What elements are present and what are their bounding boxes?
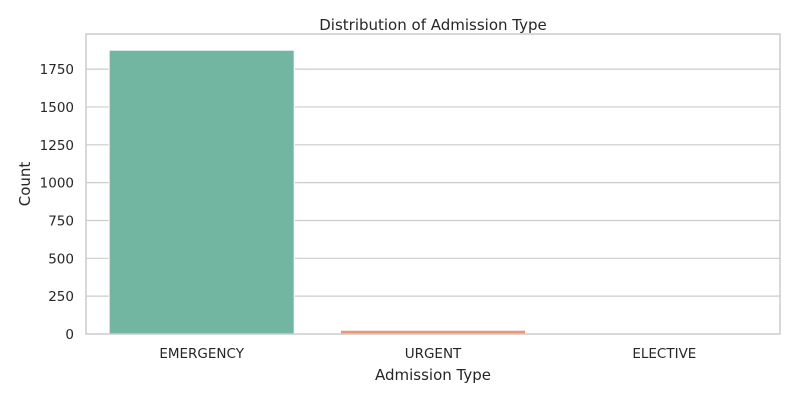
y-tick-label-1000: 1000 [40, 176, 74, 192]
y-tick-label-1500: 1500 [40, 100, 74, 116]
y-tick-label-1250: 1250 [40, 138, 74, 154]
bars [108, 49, 758, 335]
x-tick-label-elective: ELECTIVE [632, 346, 696, 362]
x-axis-label: Admission Type [375, 366, 491, 384]
plot-frame [85, 33, 781, 335]
x-tick-label-emergency: EMERGENCY [159, 346, 244, 362]
y-tick-label-0: 0 [65, 327, 74, 343]
y-tick-label-500: 500 [48, 251, 74, 267]
y-tick-label-1750: 1750 [40, 62, 74, 78]
bar-emergency [108, 49, 295, 335]
y-axis-label: Count [16, 162, 34, 207]
x-tick-label-urgent: URGENT [405, 346, 462, 362]
chart-title: Distribution of Admission Type [319, 16, 547, 34]
y-tick-labels: 0 250 500 750 1000 1250 1500 1750 [40, 62, 74, 343]
y-tick-label-750: 750 [48, 213, 74, 229]
x-tick-labels: EMERGENCY URGENT ELECTIVE [159, 346, 696, 362]
y-tick-label-250: 250 [48, 289, 74, 305]
